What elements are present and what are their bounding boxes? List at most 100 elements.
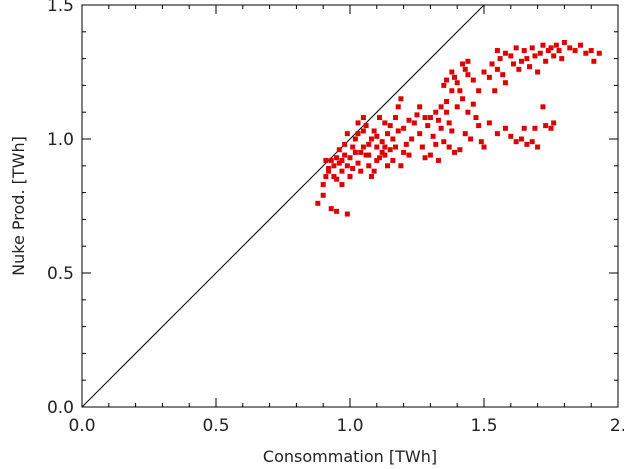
data-point [328,206,334,212]
data-point [454,104,460,110]
data-point [336,160,342,166]
data-point [478,139,484,145]
data-point [462,66,468,72]
data-point [350,144,356,150]
data-point [556,48,562,54]
data-point [398,163,404,169]
data-point [326,168,332,174]
data-point [382,144,388,150]
data-point [449,69,455,75]
data-point [438,104,444,110]
data-point [331,174,337,180]
data-point [446,120,452,126]
data-point [470,101,476,107]
data-point [449,128,455,134]
data-point [572,48,578,54]
data-point [339,168,345,174]
data-point [535,69,541,75]
data-point [441,139,447,145]
data-point [406,152,412,158]
data-point [334,155,340,161]
data-point [363,152,369,158]
data-point [513,139,519,145]
data-point [326,165,332,171]
data-point [540,104,546,110]
data-point [339,182,345,188]
data-point [350,165,356,171]
data-point [403,141,409,147]
data-point [494,48,500,54]
data-point [360,144,366,150]
x-axis-title: Consommation [TWh] [263,447,437,466]
data-point [465,58,471,64]
y-tick-label: 1.0 [47,130,74,150]
data-point [395,104,401,110]
data-point [398,96,404,102]
data-point [406,117,412,123]
data-point [366,152,372,158]
data-point [567,45,573,51]
data-point [543,58,549,64]
data-point [551,53,557,59]
x-tick-label: 1.0 [336,416,363,436]
data-point [387,147,393,153]
data-point [355,160,361,166]
data-point [529,45,535,51]
data-point [537,50,543,56]
data-point [500,72,506,78]
data-point [481,69,487,75]
data-point [382,120,388,126]
data-point [422,155,428,161]
data-point [422,115,428,121]
data-point [371,168,377,174]
data-point [457,88,463,94]
data-point [494,66,500,72]
data-point [368,174,374,180]
data-point [360,128,366,134]
plot-frame [81,4,619,408]
data-point [390,157,396,163]
data-point [393,115,399,121]
data-point [374,157,380,163]
y-tick-label: 0.0 [47,398,74,418]
data-point [355,131,361,137]
data-point [476,123,482,129]
data-point [347,174,353,180]
data-point [441,82,447,88]
data-point [481,144,487,150]
data-point [449,88,455,94]
data-point [524,141,530,147]
data-point [502,50,508,56]
data-point [393,144,399,150]
data-point [460,96,466,102]
data-point [417,104,423,110]
data-point [457,147,463,153]
data-point [387,123,393,129]
data-point [435,157,441,163]
data-point [519,58,525,64]
data-point [468,136,474,142]
data-point [540,42,546,48]
data-point [414,112,420,118]
data-point [543,123,549,129]
x-tick-label: 1.5 [470,416,497,436]
data-point [395,128,401,134]
data-point [443,77,449,83]
data-point [334,208,340,214]
data-point [513,45,519,51]
data-point [401,125,407,131]
data-point [320,192,326,198]
data-point [355,120,361,126]
data-point [411,120,417,126]
data-point [596,50,602,56]
data-point [508,133,514,139]
data-point [339,157,345,163]
data-point [465,109,471,115]
data-point [433,109,439,115]
y-axis-title: Nuke Prod. [TWh] [9,136,28,276]
data-point [382,152,388,158]
data-point [516,66,522,72]
plot-area [81,4,602,408]
